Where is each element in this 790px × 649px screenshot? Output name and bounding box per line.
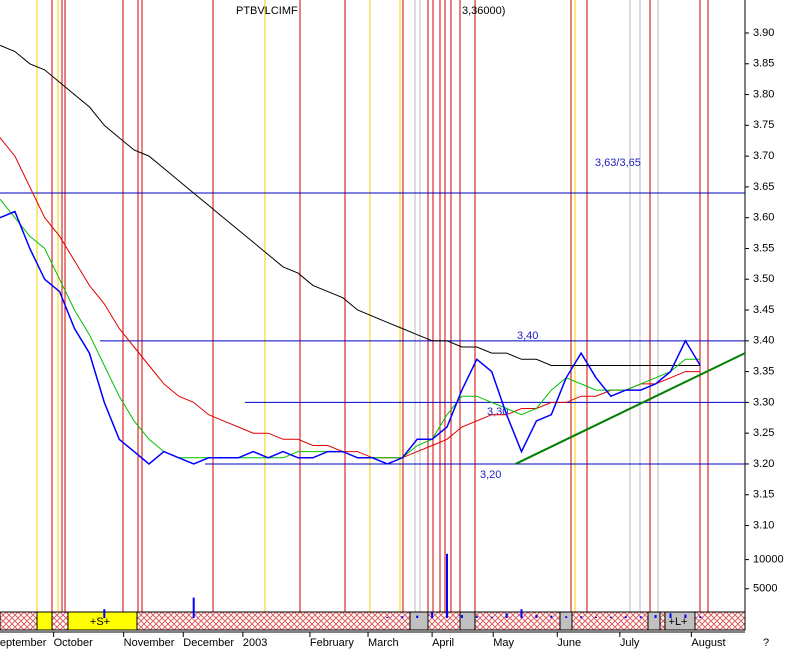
x-tick-label: 2003 <box>243 637 267 649</box>
x-tick-label: December <box>183 637 234 649</box>
volume-bar <box>416 615 419 618</box>
x-tick-label: February <box>310 637 355 649</box>
y-tick-label: 3.45 <box>753 304 774 316</box>
x-tick-label: September <box>0 637 47 649</box>
y-tick-label: 3.90 <box>753 27 774 39</box>
y-tick-label: 3.10 <box>753 519 774 531</box>
volume-bar <box>639 616 642 618</box>
y-tick-label: 3.55 <box>753 242 774 254</box>
annotation: 3,40 <box>517 330 538 342</box>
volume-bar <box>654 615 657 618</box>
y-tick-label: 3.80 <box>753 88 774 100</box>
volume-bar <box>609 616 612 618</box>
chart-title: PTBVLCIMF <box>236 5 298 17</box>
y-tick-label: 3.75 <box>753 119 774 131</box>
volume-bar <box>490 616 493 618</box>
y-tick-label: 3.70 <box>753 150 774 162</box>
volume-bar <box>669 613 672 618</box>
x-tick-label: March <box>368 637 399 649</box>
x-tick-label: October <box>54 637 93 649</box>
x-tick-label: November <box>124 637 175 649</box>
x-tick-label: April <box>432 637 454 649</box>
y-tick-label: 3.20 <box>753 458 774 470</box>
series-line <box>0 210 701 465</box>
y2-tick-label: 5000 <box>753 583 777 595</box>
volume-bar <box>505 613 508 618</box>
volume-bar <box>192 597 195 618</box>
y-tick-label: 3.85 <box>753 58 774 70</box>
volume-bar <box>401 616 404 618</box>
volume-bar <box>386 616 389 618</box>
annotation: 3,20 <box>480 469 501 481</box>
volume-bar <box>475 616 478 618</box>
strip-label: +S+ <box>90 616 110 628</box>
x-tick-label: July <box>620 637 640 649</box>
volume-bar <box>580 616 583 618</box>
y-tick-label: 3.40 <box>753 335 774 347</box>
x-tick-label: June <box>557 637 581 649</box>
volume-bar <box>699 616 702 618</box>
y-tick-label: 3.30 <box>753 396 774 408</box>
trendline <box>515 352 746 465</box>
series-line <box>0 44 701 366</box>
y-tick-label: 3.50 <box>753 273 774 285</box>
signal-strip <box>0 611 746 631</box>
y-tick-label: 3.60 <box>753 212 774 224</box>
y-tick-label: 3.35 <box>753 366 774 378</box>
volume-bar <box>624 616 627 618</box>
corner-mark: ? <box>763 637 769 649</box>
chart-subtitle: 3,36000) <box>462 5 505 17</box>
volume-bar <box>460 615 463 618</box>
volume-bar <box>446 553 448 618</box>
y-tick-label: 3.65 <box>753 181 774 193</box>
strip-label: +L+ <box>669 616 688 628</box>
volume-bar <box>565 616 568 618</box>
series-line <box>0 137 701 459</box>
volume-bar <box>431 612 434 618</box>
x-tick-label: August <box>691 637 725 649</box>
volume-bar <box>550 615 553 618</box>
volume-bar <box>595 616 597 618</box>
volume-bar <box>684 614 687 618</box>
annotation: 3,63/3,65 <box>595 157 641 169</box>
y2-tick-label: 10000 <box>753 554 784 566</box>
y-tick-label: 3.25 <box>753 427 774 439</box>
x-tick-label: May <box>493 637 514 649</box>
volume-bar <box>103 609 106 618</box>
volume-bar <box>535 615 538 618</box>
y-tick-label: 3.15 <box>753 489 774 501</box>
volume-bar <box>520 609 523 618</box>
